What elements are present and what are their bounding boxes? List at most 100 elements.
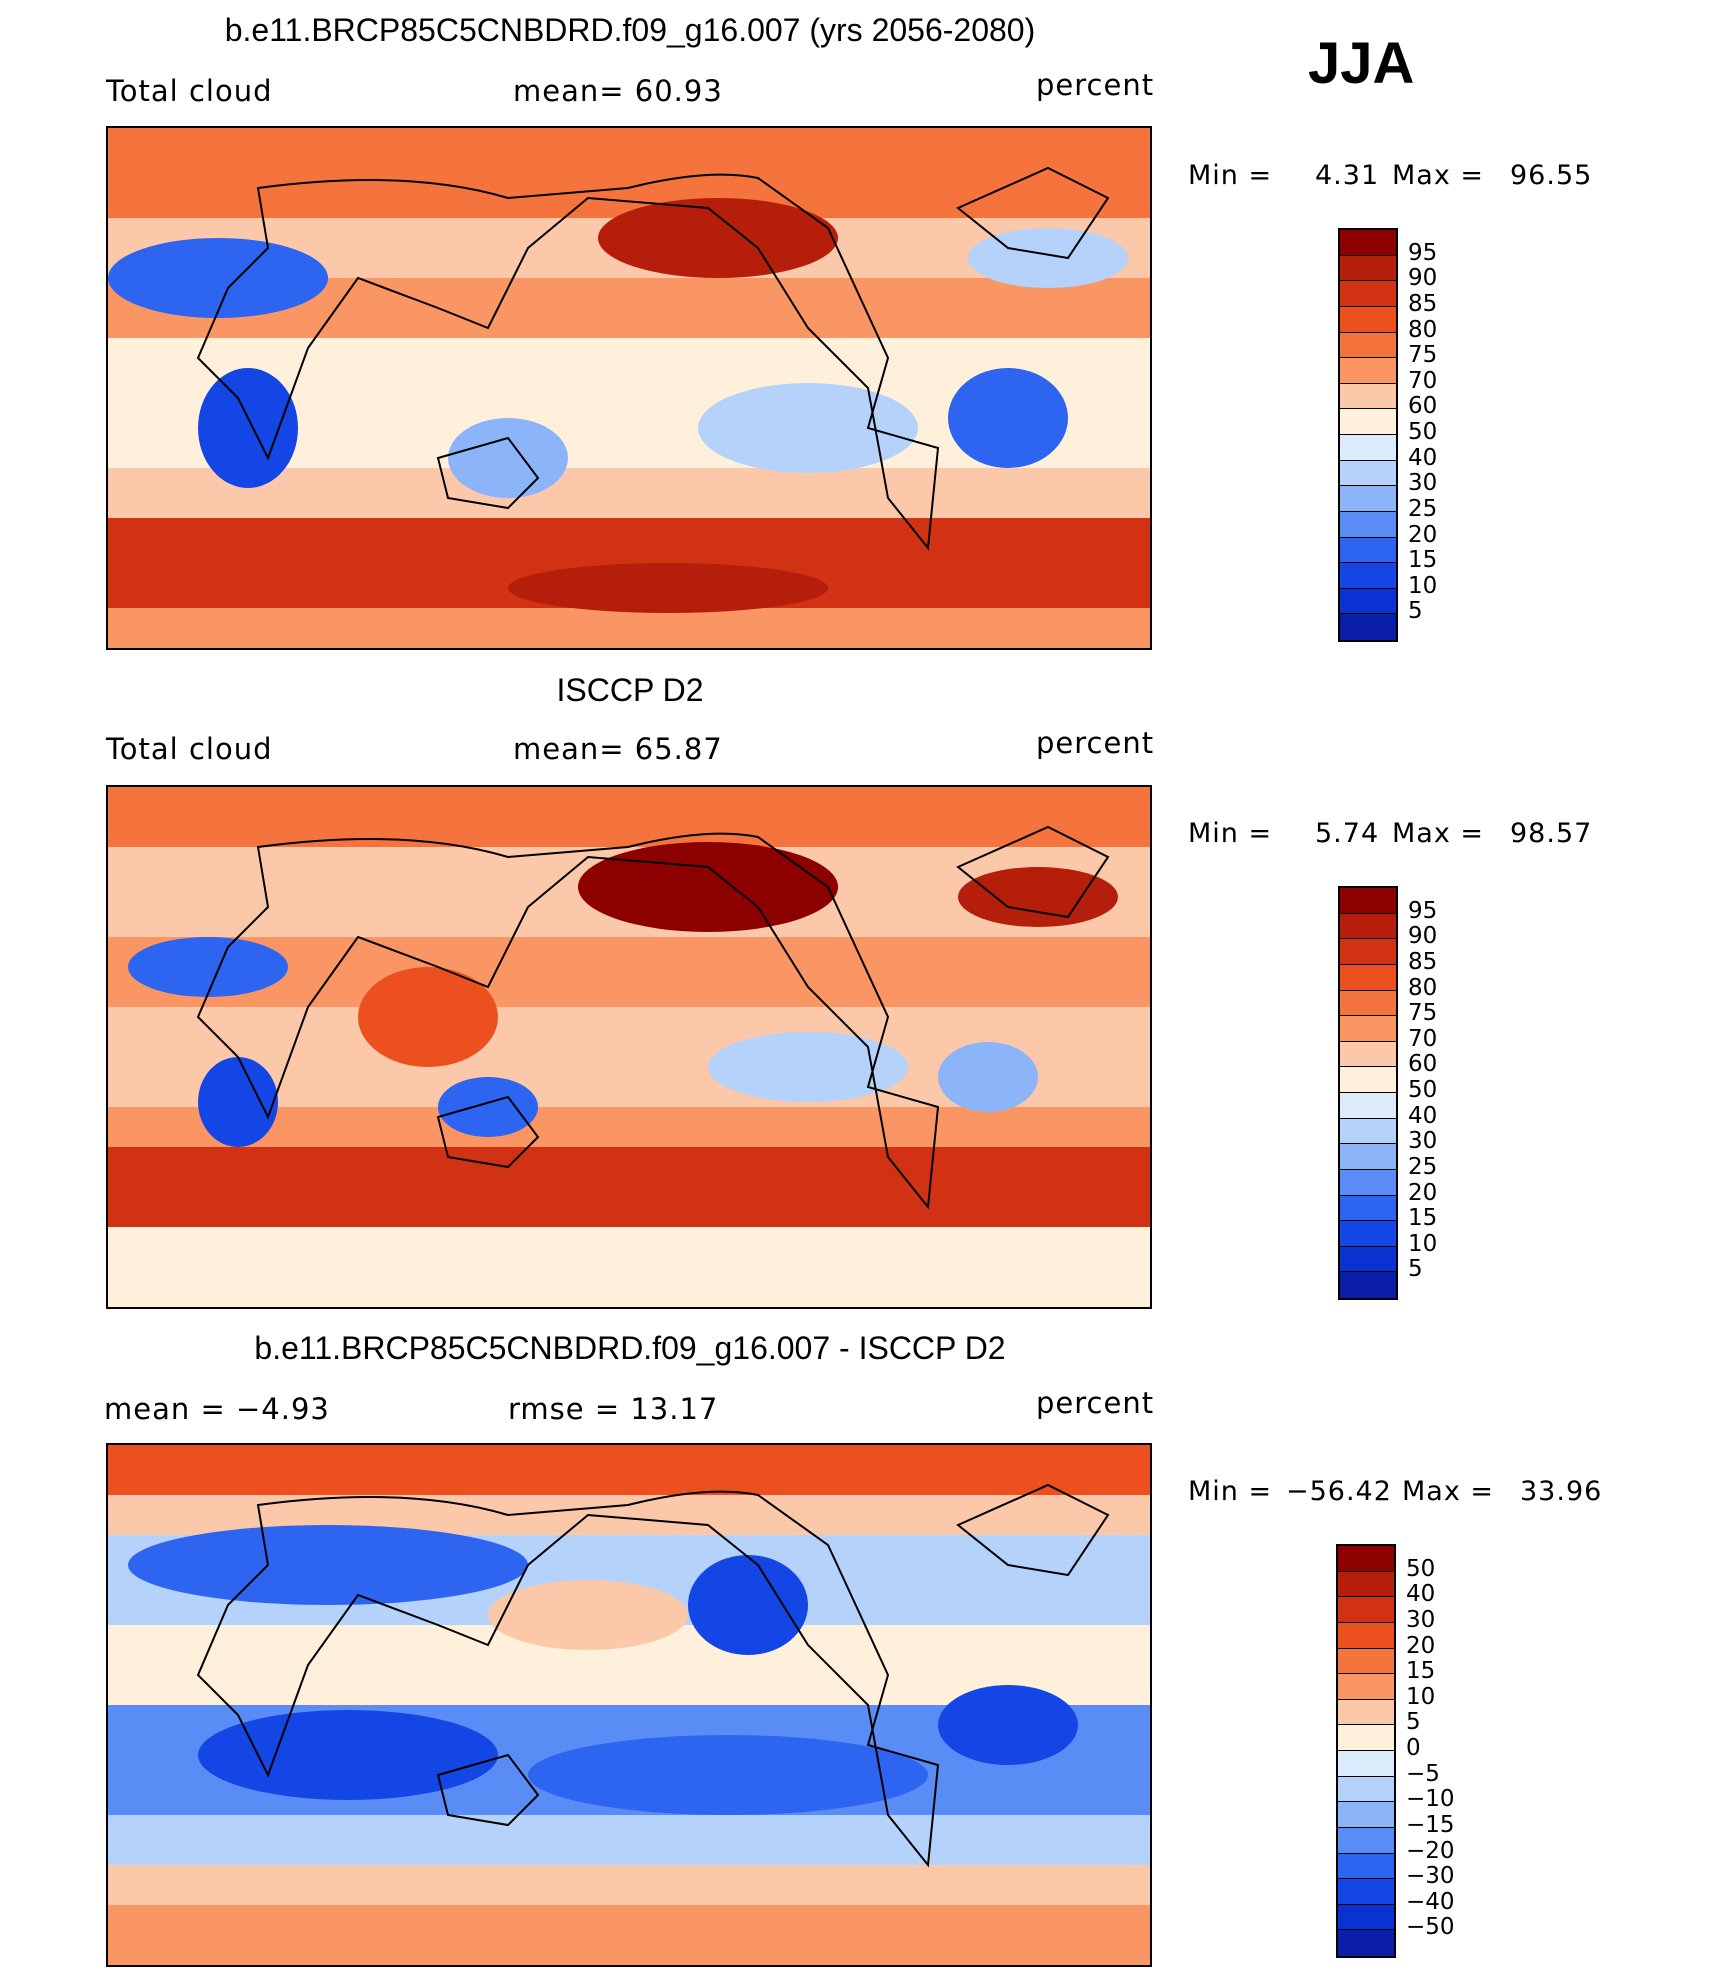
colorbar-swatch <box>1340 1144 1396 1170</box>
panel-1-min-value: 4.31 <box>1315 160 1380 191</box>
colorbar-label: 30 <box>1408 1128 1438 1155</box>
colorbar-label: 15 <box>1406 1658 1436 1685</box>
colorbar-label: 60 <box>1408 393 1438 420</box>
panel-3-rmse: rmse = 13.17 <box>508 1392 719 1426</box>
panel-3-max-label: Max = <box>1402 1476 1495 1507</box>
panel-3-map <box>106 1443 1152 1967</box>
colorbar-swatch <box>1340 281 1396 307</box>
colorbar-swatch <box>1340 913 1396 940</box>
colorbar-label: 95 <box>1408 897 1438 924</box>
colorbar-label: 50 <box>1406 1555 1436 1582</box>
colorbar-label: 90 <box>1408 923 1438 950</box>
colorbar-swatch <box>1340 1067 1396 1093</box>
colorbar-swatch <box>1338 1546 1394 1572</box>
colorbar-swatch <box>1340 255 1396 282</box>
colorbar-swatch <box>1338 1930 1394 1956</box>
colorbar-label: 85 <box>1408 290 1438 317</box>
colorbar-label: 10 <box>1408 1230 1438 1257</box>
colorbar-swatch <box>1338 1776 1394 1803</box>
panel-2-map-svg <box>108 787 1150 1307</box>
colorbar-swatch <box>1340 1093 1396 1119</box>
colorbar-swatch <box>1340 588 1396 615</box>
colorbar-label: 5 <box>1408 1256 1423 1283</box>
colorbar-label: −20 <box>1406 1837 1455 1864</box>
panel-3-map-svg <box>108 1445 1150 1965</box>
colorbar-label: 40 <box>1406 1581 1436 1608</box>
colorbar-swatch <box>1340 964 1396 991</box>
colorbar-swatch <box>1338 1827 1394 1854</box>
colorbar-label: 85 <box>1408 948 1438 975</box>
colorbar-label: −10 <box>1406 1786 1455 1813</box>
panel-1-map <box>106 126 1152 650</box>
colorbar-label: 80 <box>1408 974 1438 1001</box>
colorbar-swatch <box>1340 332 1396 359</box>
panel-2-title: ISCCP D2 <box>556 672 704 708</box>
panel-3-colorbar <box>1336 1544 1396 1958</box>
season-label: JJA <box>1308 31 1415 96</box>
colorbar-swatch <box>1340 614 1396 640</box>
colorbar-label: 50 <box>1408 1077 1438 1103</box>
colorbar-swatch <box>1340 1221 1396 1247</box>
colorbar-label: 20 <box>1406 1632 1436 1659</box>
panel-3-units: percent <box>1036 1386 1155 1420</box>
panel-1-max-label: Max = <box>1392 160 1485 191</box>
colorbar-swatch <box>1338 1622 1394 1649</box>
colorbar-swatch <box>1340 1016 1396 1042</box>
colorbar-swatch <box>1340 563 1396 589</box>
colorbar-swatch <box>1338 1904 1394 1931</box>
colorbar-label: −40 <box>1406 1888 1455 1915</box>
panel-2-variable: Total cloud <box>106 732 273 766</box>
panel-1-colorbar <box>1338 228 1398 642</box>
colorbar-label: 40 <box>1408 444 1438 471</box>
colorbar-label: 40 <box>1408 1102 1438 1129</box>
colorbar-label: 25 <box>1408 1153 1438 1180</box>
colorbar-label: 5 <box>1408 598 1423 625</box>
colorbar-swatch <box>1340 358 1396 384</box>
panel-2-colorbar <box>1338 886 1398 1300</box>
colorbar-label: 30 <box>1408 470 1438 497</box>
colorbar-swatch <box>1338 1571 1394 1598</box>
colorbar-label: 60 <box>1408 1051 1438 1078</box>
colorbar-swatch <box>1340 409 1396 435</box>
panel-1-mean: mean= 60.93 <box>513 74 723 108</box>
panel-1-title: b.e11.BRCP85C5CNBDRD.f09_g16.007 (yrs 20… <box>224 12 1036 48</box>
colorbar-swatch <box>1338 1879 1394 1905</box>
panel-3-title: b.e11.BRCP85C5CNBDRD.f09_g16.007 - ISCCP… <box>254 1330 1006 1366</box>
colorbar-swatch <box>1340 486 1396 512</box>
colorbar-swatch <box>1340 511 1396 538</box>
colorbar-swatch <box>1340 537 1396 564</box>
colorbar-swatch <box>1340 990 1396 1017</box>
colorbar-swatch <box>1340 1118 1396 1145</box>
colorbar-label: 25 <box>1408 495 1438 522</box>
panel-2-min-value: 5.74 <box>1315 818 1380 849</box>
colorbar-swatch <box>1340 230 1396 256</box>
panel-2-units: percent <box>1036 726 1155 760</box>
colorbar-label: 10 <box>1406 1683 1436 1710</box>
colorbar-label: −30 <box>1406 1863 1455 1890</box>
colorbar-swatch <box>1340 888 1396 914</box>
colorbar-swatch <box>1340 939 1396 965</box>
panel-2-map <box>106 785 1152 1309</box>
colorbar-swatch <box>1338 1725 1394 1751</box>
colorbar-swatch <box>1340 1272 1396 1298</box>
colorbar-label: 0 <box>1406 1735 1421 1761</box>
panel-3-max-value: 33.96 <box>1520 1476 1603 1507</box>
colorbar-swatch <box>1340 1169 1396 1196</box>
colorbar-swatch <box>1338 1802 1394 1828</box>
colorbar-swatch <box>1338 1699 1394 1726</box>
colorbar-label: −50 <box>1406 1914 1455 1941</box>
colorbar-label: 75 <box>1408 342 1438 369</box>
colorbar-label: −15 <box>1406 1811 1455 1838</box>
panel-2-mean: mean= 65.87 <box>513 732 723 766</box>
colorbar-label: 15 <box>1408 547 1438 574</box>
colorbar-label: 5 <box>1406 1709 1421 1736</box>
colorbar-label: −5 <box>1406 1760 1440 1787</box>
colorbar-swatch <box>1338 1674 1394 1700</box>
colorbar-label: 30 <box>1406 1606 1436 1633</box>
colorbar-swatch <box>1340 1195 1396 1222</box>
panel-2-min-label: Min = <box>1188 818 1273 849</box>
colorbar-swatch <box>1340 435 1396 461</box>
colorbar-label: 75 <box>1408 1000 1438 1027</box>
colorbar-label: 95 <box>1408 239 1438 266</box>
